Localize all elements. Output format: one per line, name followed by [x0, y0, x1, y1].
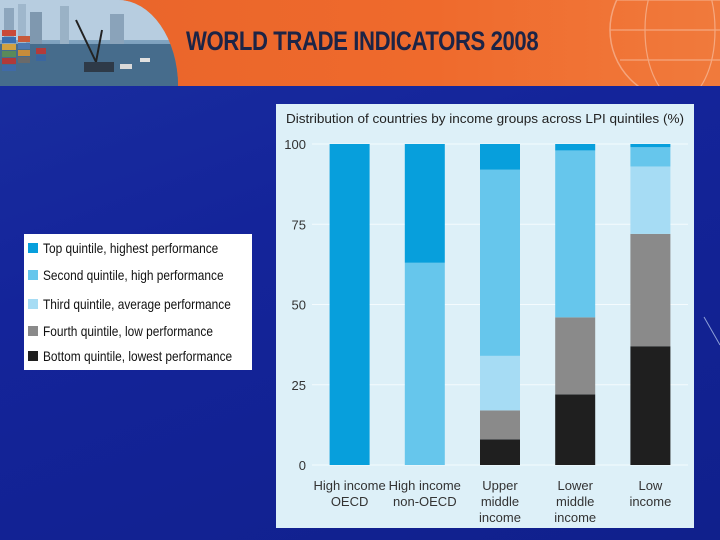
bar-segment	[555, 317, 596, 395]
bar-segment	[329, 144, 370, 465]
header-banner: WORLD TRADE INDICATORS 2008	[0, 0, 720, 86]
bar-segment	[630, 346, 671, 465]
legend-swatch	[28, 351, 38, 361]
chart-title: Distribution of countries by income grou…	[286, 111, 684, 126]
legend-item-third-quintile: Third quintile, average performance	[28, 293, 264, 315]
chart-panel: Distribution of countries by income grou…	[276, 104, 694, 528]
decorative-line	[703, 316, 720, 346]
x-tick-label: Low	[638, 478, 662, 493]
legend-swatch	[28, 326, 38, 336]
x-tick-label: middle	[556, 494, 594, 509]
y-tick-label: 0	[299, 458, 306, 473]
legend-label: Fourth quintile, low performance	[43, 323, 213, 339]
x-tick-label: High income	[389, 478, 461, 493]
bar-segment	[630, 166, 671, 234]
y-tick-label: 25	[292, 378, 306, 393]
legend-item-bottom-quintile: Bottom quintile, lowest performance	[28, 345, 266, 367]
bar-segment	[630, 147, 671, 167]
banner-title: WORLD TRADE INDICATORS 2008	[186, 26, 539, 56]
y-tick-label: 100	[284, 137, 306, 152]
harbor-illustration	[0, 0, 178, 86]
x-tick-label: Lower	[557, 478, 593, 493]
legend-item-fourth-quintile: Fourth quintile, low performance	[28, 320, 243, 342]
y-tick-label: 50	[292, 298, 306, 313]
x-tick-label: income	[479, 510, 521, 525]
legend-swatch	[28, 270, 38, 280]
chart-legend: Top quintile, highest performance Second…	[24, 234, 252, 370]
harbor-photo	[0, 0, 178, 86]
bar-segment	[555, 150, 596, 318]
x-tick-label: income	[629, 494, 671, 509]
legend-label: Second quintile, high performance	[43, 267, 224, 283]
legend-label: Bottom quintile, lowest performance	[43, 348, 233, 364]
legend-swatch	[28, 243, 38, 253]
x-tick-label: middle	[481, 494, 519, 509]
x-tick-label: Upper	[482, 478, 518, 493]
legend-label: Third quintile, average performance	[43, 296, 231, 312]
bar-segment	[630, 233, 671, 347]
bar-segment	[630, 144, 671, 148]
bar-segment	[555, 144, 596, 151]
bar-segment	[404, 144, 445, 263]
bar-segment	[480, 439, 520, 465]
bar-segment	[480, 169, 520, 356]
legend-item-second-quintile: Second quintile, high performance	[28, 264, 255, 286]
legend-item-top-quintile: Top quintile, highest performance	[28, 237, 249, 259]
bar-segment	[480, 410, 520, 440]
x-tick-label: High income	[313, 478, 385, 493]
x-tick-label: non-OECD	[393, 494, 457, 509]
bar-segment	[480, 355, 520, 411]
x-tick-label: income	[554, 510, 596, 525]
bar-segment	[480, 144, 520, 170]
bar-segment	[555, 394, 596, 465]
stacked-bar-chart: Distribution of countries by income grou…	[284, 111, 688, 525]
y-tick-label: 75	[292, 217, 306, 232]
legend-label: Top quintile, highest performance	[43, 240, 219, 256]
x-tick-label: OECD	[331, 494, 369, 509]
legend-swatch	[28, 299, 38, 309]
bar-segment	[404, 262, 445, 465]
globe-watermark-icon	[609, 0, 720, 86]
